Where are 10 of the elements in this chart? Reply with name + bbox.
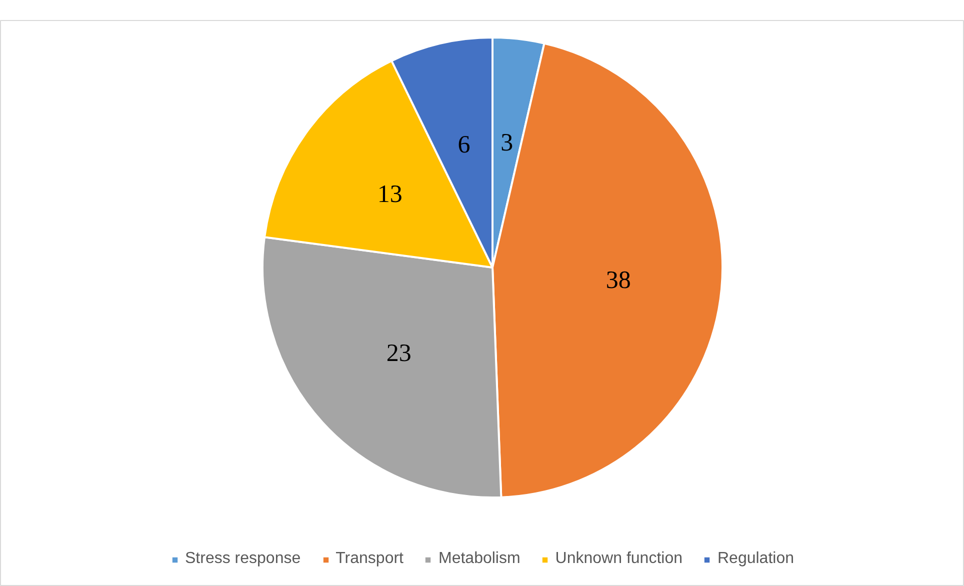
legend-label: Transport [336, 550, 404, 568]
legend-label: Metabolism [438, 550, 520, 568]
legend-label: Regulation [717, 550, 794, 568]
data-label: 38 [606, 266, 631, 294]
data-label: 23 [386, 340, 412, 368]
legend-label: Unknown function [555, 550, 682, 568]
data-label: 6 [458, 132, 470, 159]
data-label: 13 [377, 181, 402, 208]
data-label: 3 [500, 129, 514, 156]
legend-label: Stress response [185, 550, 301, 568]
